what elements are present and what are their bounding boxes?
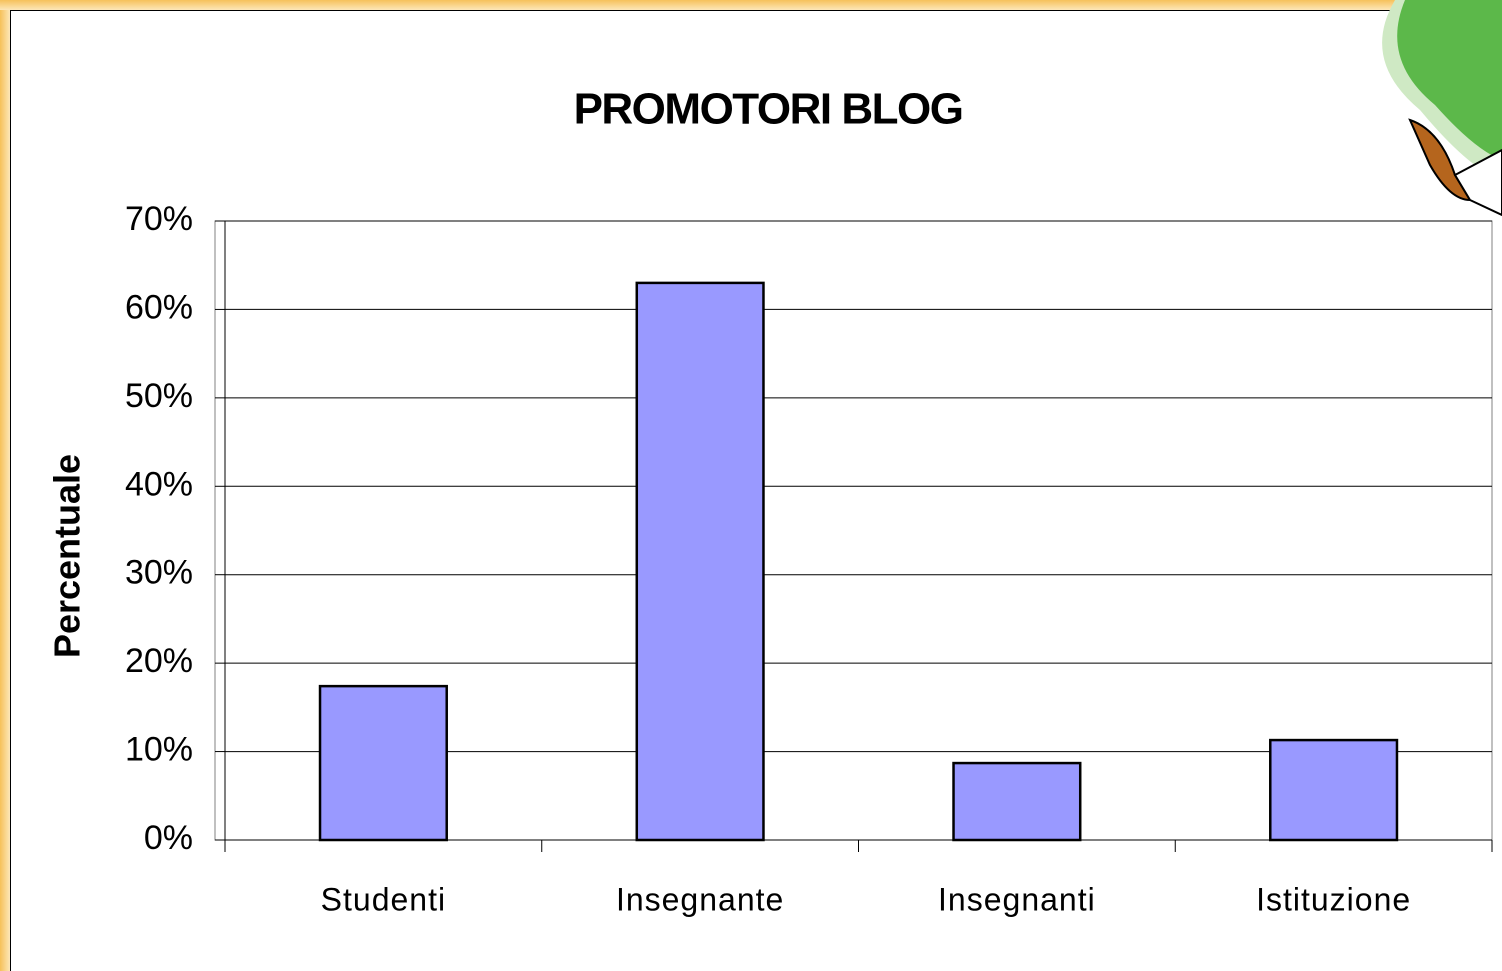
bar: [318, 684, 448, 842]
y-tick-label: 50%: [125, 377, 193, 415]
bar: [635, 281, 765, 842]
y-tick-label: 10%: [125, 731, 193, 769]
y-tick-label: 40%: [125, 465, 193, 503]
decoration: [1382, 0, 1502, 217]
x-tick-label: Istituzione: [1256, 881, 1411, 917]
y-tick-label: 30%: [125, 554, 193, 592]
border-strip: [0, 0, 10, 971]
border-strip: [0, 0, 1502, 10]
y-tick-label: 60%: [125, 288, 193, 326]
y-tick-label: 0%: [144, 819, 193, 857]
x-tick-label: Studenti: [321, 881, 446, 917]
chart-title: PROMOTORI BLOG: [574, 85, 963, 134]
y-axis-label: Percentuale: [47, 454, 88, 658]
bar: [952, 761, 1082, 842]
bar: [1269, 738, 1399, 842]
y-tick-label: 70%: [125, 200, 193, 238]
y-tick-label: 20%: [125, 642, 193, 680]
x-tick-label: Insegnanti: [938, 881, 1096, 917]
x-tick-label: Insegnante: [616, 881, 784, 917]
